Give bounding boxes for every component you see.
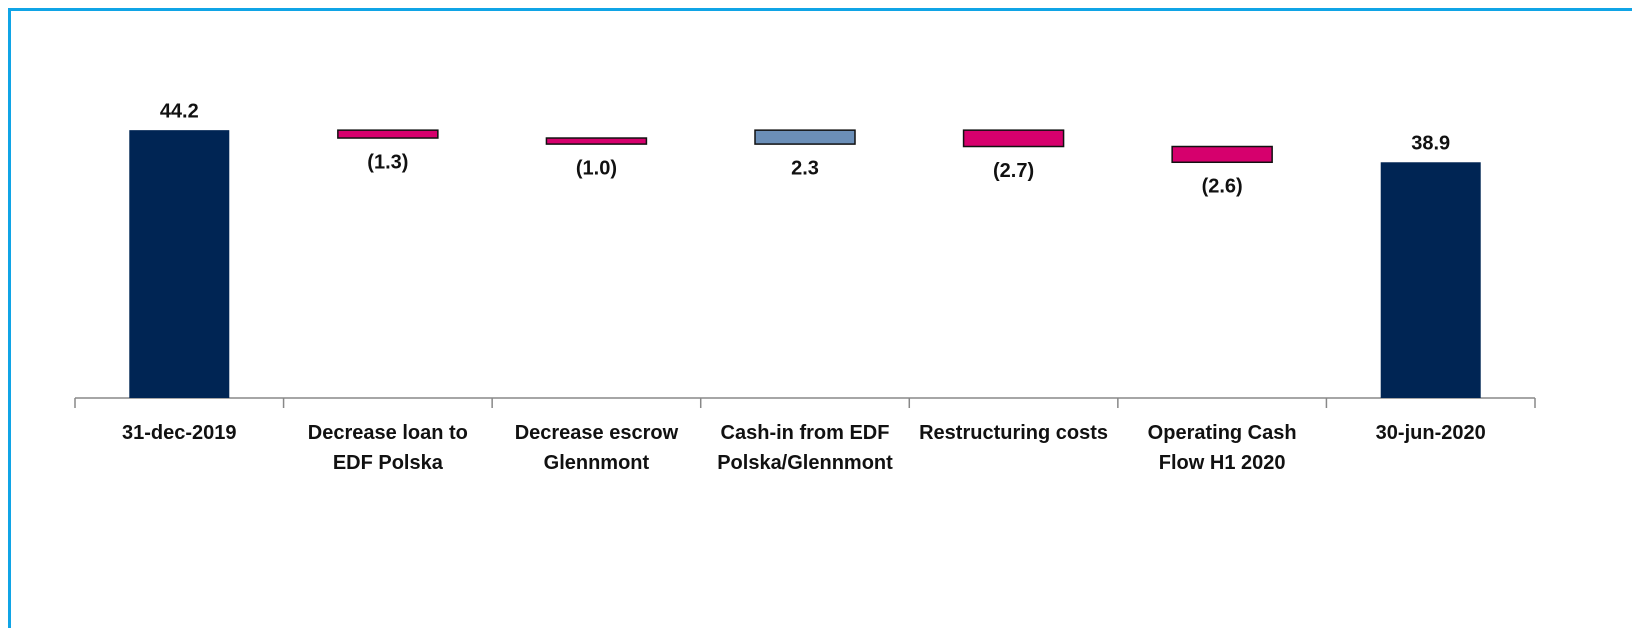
x-tick-label: 31-dec-2019	[122, 422, 237, 444]
data-label: (1.3)	[367, 151, 408, 173]
bar	[129, 130, 230, 398]
x-tick-label: Decrease escrow Glennmont	[514, 422, 679, 474]
x-tick-label: Operating Cash Flow H1 2020	[1147, 422, 1297, 474]
bar	[545, 137, 648, 145]
data-label: 44.2	[160, 100, 199, 122]
bar	[337, 129, 439, 139]
x-tick-label: 30-jun-2020	[1375, 422, 1486, 444]
data-label: (2.6)	[1202, 176, 1243, 198]
bar	[1380, 162, 1481, 398]
bar	[1171, 145, 1273, 164]
data-label: (1.0)	[576, 157, 617, 179]
data-label: 2.3	[791, 157, 819, 179]
data-label: (2.7)	[993, 160, 1034, 182]
data-label: 38.9	[1411, 133, 1450, 155]
x-tick-label: Cash-in from EDF Polska/Glennmont	[717, 422, 893, 474]
frame	[8, 8, 1632, 628]
x-tick-label: Restructuring costs	[919, 422, 1109, 444]
bar	[962, 129, 1065, 148]
bar	[754, 129, 856, 145]
x-tick-label: Decrease loan to EDF Polska	[307, 422, 468, 474]
